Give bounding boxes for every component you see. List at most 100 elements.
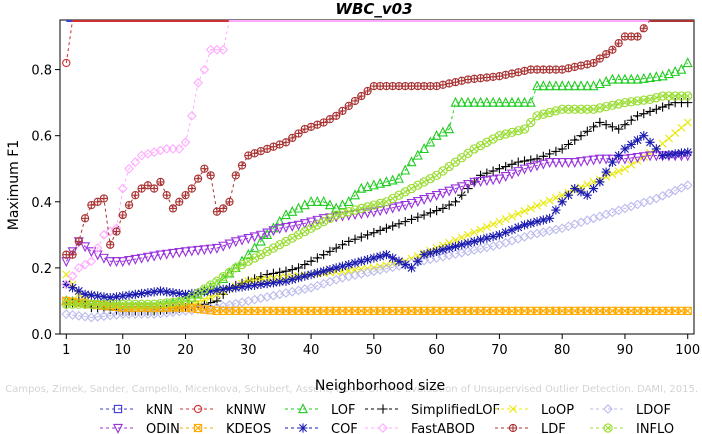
series-point-fastabod: [180, 137, 191, 148]
series-point-lof: [550, 80, 561, 91]
series-point-simplifiedlof: [275, 267, 285, 277]
series-point-cof: [130, 289, 140, 299]
series-point-cof: [212, 285, 222, 295]
series-point-ldf: [338, 106, 347, 116]
series-point-cof: [93, 291, 103, 301]
series-point-cof: [281, 276, 291, 286]
series-point-fastabod: [212, 44, 222, 55]
series-point-simplifiedlof: [419, 210, 429, 220]
series-point-cof: [312, 268, 322, 278]
x-tick-label: 70: [491, 343, 508, 358]
series-point-loop: [558, 191, 567, 200]
series-point-loop: [658, 139, 667, 148]
series-point-lof: [268, 222, 279, 233]
series-point-odin: [425, 193, 436, 203]
legend-label: kNN: [146, 403, 173, 418]
series-point-ldf: [633, 32, 642, 41]
series-point-odin: [582, 156, 593, 167]
series-point-inflo: [111, 299, 122, 309]
series-point-odin: [481, 176, 492, 187]
series-point-fastabod: [99, 229, 109, 240]
series-point-ldf: [332, 111, 341, 121]
series-point-loop: [501, 214, 510, 223]
series-point-odin: [174, 248, 185, 259]
series-point-simplifiedlof: [588, 122, 599, 132]
series-point-odin: [274, 224, 285, 235]
series-point-knnw: [62, 58, 71, 68]
series-point-odin: [494, 174, 505, 185]
series-point-loop: [520, 207, 529, 216]
series-point-ldf: [193, 174, 203, 183]
series-point-inflo: [431, 170, 442, 180]
legend-marker: [113, 404, 123, 414]
series-point-inflo: [118, 299, 128, 309]
series-point-odin: [149, 251, 160, 262]
series-point-simplifiedlof: [432, 206, 442, 216]
series-point-simplifiedlof: [450, 197, 461, 207]
series-point-ldf: [432, 81, 441, 91]
series-point-cof: [381, 250, 392, 260]
series-point-loop: [470, 228, 479, 237]
series-point-ldf: [639, 24, 648, 33]
series-point-cof: [513, 222, 523, 233]
plot-frame: [59, 19, 695, 335]
series-point-lof: [224, 267, 235, 278]
series-point-lof: [513, 96, 524, 107]
series-point-ldf: [300, 124, 309, 134]
x-tick-label: 100: [675, 343, 700, 358]
series-point-cof: [124, 290, 134, 300]
series-line-inflo: [66, 95, 688, 305]
legend-label: SimplifiedLOF: [411, 403, 500, 418]
legend-marker: [298, 423, 308, 433]
series-point-inflo: [155, 298, 166, 309]
series-point-loop: [200, 295, 209, 304]
series-point-simplifiedlof: [362, 230, 373, 240]
series-point-lof: [387, 174, 398, 185]
series-point-inflo: [136, 299, 147, 309]
series-point-inflo: [475, 140, 486, 151]
series-point-lof: [362, 181, 373, 192]
series-point-loop: [539, 199, 548, 208]
series-point-ldf: [175, 197, 184, 206]
series-point-odin: [186, 246, 197, 257]
series-point-odin: [237, 235, 248, 246]
series-point-simplifiedlof: [319, 250, 329, 260]
series-point-cof: [275, 277, 285, 287]
series-point-inflo: [419, 177, 429, 187]
series-point-cof: [180, 289, 191, 299]
series-point-cof: [287, 274, 297, 285]
series-point-loop: [620, 164, 629, 173]
y-axis-ticks: 0.0 0.2 0.4 0.6 0.8: [31, 64, 60, 343]
series-point-ldf: [156, 177, 165, 187]
legend-marker: [113, 423, 123, 434]
series-point-cof: [394, 256, 404, 266]
y-tick-label: 0.6: [31, 130, 52, 145]
y-tick-label: 0.2: [31, 262, 52, 277]
series-point-odin: [193, 245, 204, 256]
series-point-ldf: [206, 171, 215, 180]
series-point-loop: [671, 129, 680, 138]
series-point-loop: [495, 217, 504, 226]
series-point-inflo: [99, 299, 109, 309]
series-point-loop: [464, 230, 473, 239]
series-point-inflo: [444, 161, 454, 172]
series-point-lof: [494, 96, 505, 107]
series-point-ldf: [319, 118, 328, 127]
series-odin: [61, 151, 693, 268]
series-point-simplifiedlof: [281, 266, 291, 276]
legend-label: LDOF: [636, 403, 671, 418]
series-point-cof: [325, 264, 335, 275]
series-point-cof: [526, 218, 536, 228]
series-point-inflo: [469, 144, 479, 154]
series-point-odin: [393, 202, 404, 213]
series-point-inflo: [394, 190, 404, 200]
legend-item-simplifiedlof: SimplifiedLOF: [365, 403, 500, 418]
series-point-lof: [400, 164, 411, 175]
series-point-cof: [268, 278, 279, 288]
series-point-cof: [639, 131, 649, 141]
series-point-inflo: [61, 299, 71, 309]
series-point-inflo: [626, 97, 636, 107]
series-point-fastabod: [161, 144, 172, 154]
series-point-cof: [406, 263, 417, 273]
series-point-inflo: [275, 240, 285, 250]
